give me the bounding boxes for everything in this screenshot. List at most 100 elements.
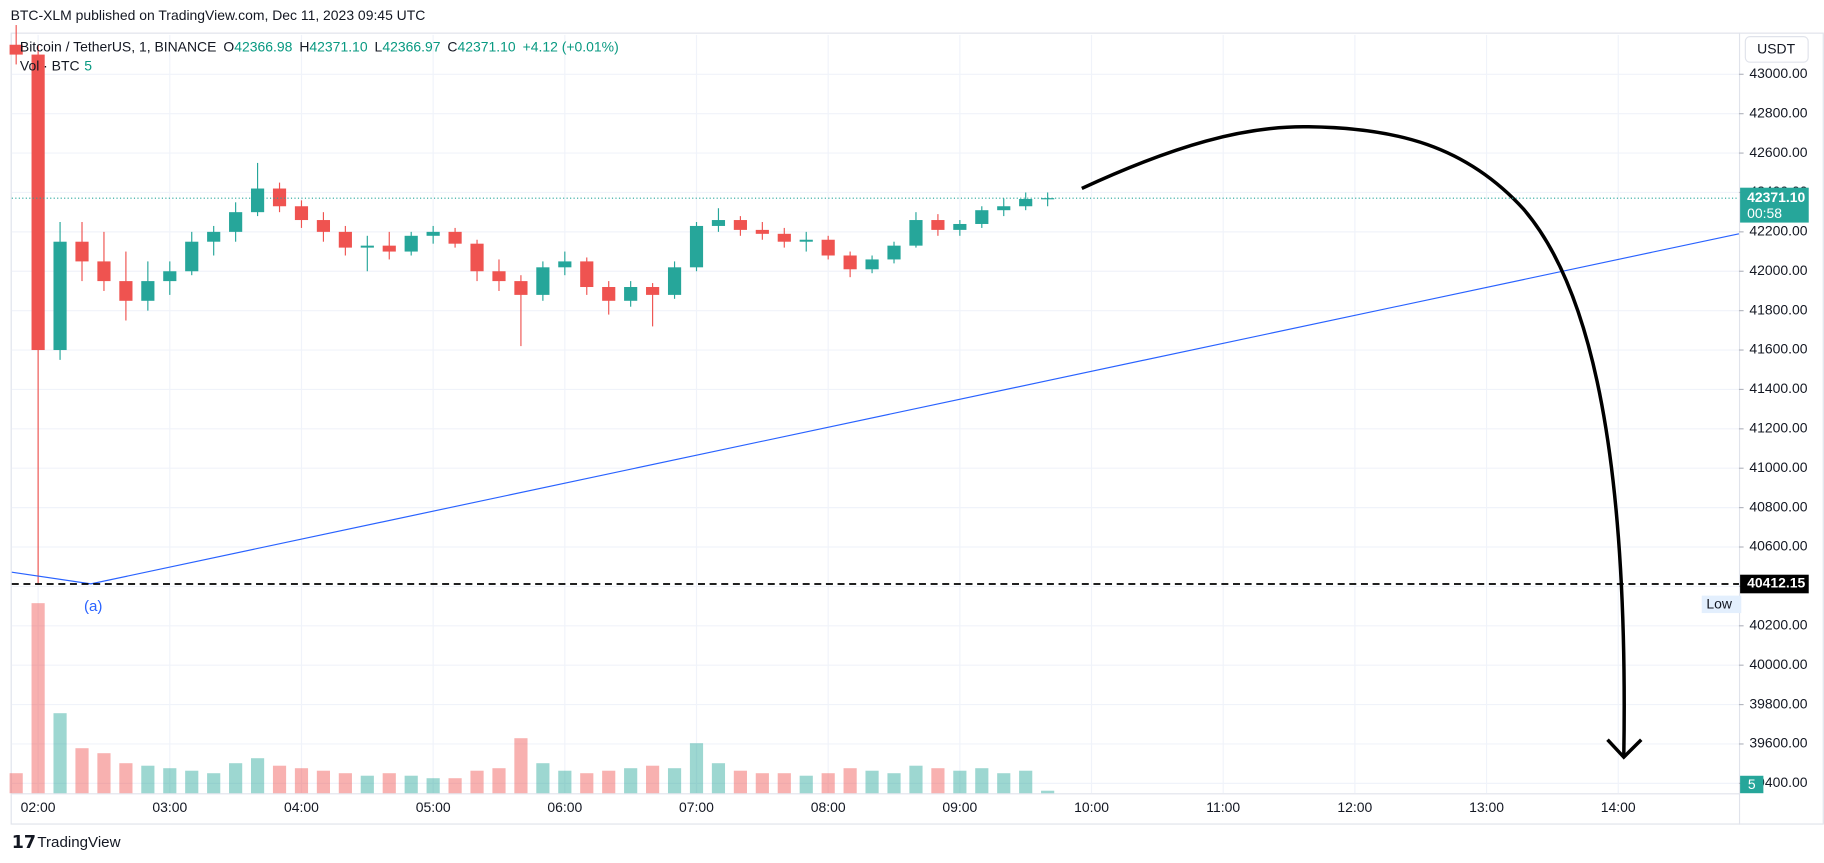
volume-bar	[426, 778, 440, 794]
volume-bar	[580, 773, 594, 794]
volume-bar	[975, 768, 989, 794]
candle-body	[689, 225, 704, 268]
candle-body	[185, 241, 199, 272]
x-tick-label: 11:00	[1206, 799, 1240, 815]
overlays: 42371.1000:58 40412.15 Low 5	[11, 187, 1809, 794]
chart-frame	[10, 32, 1824, 825]
x-tick-label: 05:00	[416, 799, 451, 815]
candle-body	[229, 212, 243, 232]
x-tick-label: 09:00	[942, 799, 977, 815]
candle-body	[382, 245, 396, 252]
y-tick-label: 39800.00	[1749, 695, 1807, 711]
candle-body	[1041, 198, 1055, 200]
c-label: C	[447, 38, 457, 54]
candle-body	[207, 231, 221, 242]
footer-logo: 𝟭𝟳	[12, 832, 36, 852]
currency-button[interactable]	[1744, 36, 1809, 63]
volume-bar	[711, 763, 726, 794]
low-tag: Low	[1706, 596, 1733, 612]
volume-bar	[953, 770, 967, 794]
l-label: L	[375, 38, 383, 54]
legend: Bitcoin / TetherUS, 1, BINANCE O42366.98 H…	[20, 38, 619, 54]
candle-body	[865, 259, 879, 270]
candle-body	[887, 245, 901, 260]
volume-bar	[492, 768, 506, 794]
volume-bar	[53, 713, 67, 794]
candle-body	[514, 281, 528, 295]
volume-bar	[536, 763, 550, 794]
candle-body	[755, 229, 769, 234]
y-tick-label: 42200.00	[1749, 223, 1807, 239]
volume-bar	[909, 765, 923, 794]
countdown-label: 00:58	[1747, 205, 1782, 221]
h-value: 42371.10	[309, 38, 367, 54]
candle-body	[558, 261, 572, 268]
candle-body	[602, 287, 616, 301]
candle-body	[250, 188, 265, 213]
wave-label: (a)	[84, 598, 102, 615]
candles	[9, 25, 1055, 585]
candle-body	[997, 206, 1011, 211]
change: +4.12 (+0.01%)	[523, 38, 619, 54]
x-tick-label: 08:00	[811, 799, 846, 815]
y-tick-label: 42600.00	[1749, 144, 1807, 160]
volume-bar	[207, 773, 221, 794]
volume-bar	[646, 765, 660, 794]
candle-body	[272, 188, 287, 207]
volume-bar	[865, 770, 879, 794]
candle-body	[953, 223, 967, 230]
x-tick-label: 13:00	[1469, 799, 1504, 815]
volume-bar	[602, 770, 616, 794]
candle-body	[404, 235, 418, 252]
x-tick-label: 03:00	[152, 799, 187, 815]
low-price-label: 40412.15	[1747, 575, 1805, 591]
volume-box	[1740, 775, 1764, 794]
volume-bar	[470, 770, 484, 794]
vol-label: Vol · BTC	[20, 57, 80, 73]
candle-body	[448, 231, 462, 244]
candle-body	[975, 210, 989, 224]
volume-bar	[777, 773, 791, 794]
grid: 39400.00 39600.00 39800.00 40000.00 40200.00…	[11, 34, 1808, 815]
y-tick-label: 42000.00	[1749, 262, 1807, 278]
candle-body	[338, 231, 352, 248]
candle-body	[711, 220, 726, 226]
volume-bar	[558, 770, 572, 794]
y-tick-label: 41400.00	[1749, 380, 1807, 396]
y-tick-label: 40200.00	[1749, 616, 1807, 632]
y-tick-label: 41000.00	[1749, 459, 1807, 475]
candle-body	[536, 267, 550, 295]
volume-bar	[689, 743, 704, 794]
volume-bar	[733, 770, 747, 794]
candle-body	[931, 220, 945, 230]
y-tick-label: 43000.00	[1749, 65, 1807, 81]
volume-bar	[821, 773, 835, 794]
volume-bar	[9, 773, 23, 794]
volume-bar	[141, 765, 155, 794]
candle-body	[843, 255, 857, 270]
o-label: O	[223, 38, 234, 54]
volume-bar	[887, 773, 901, 794]
volume-bar	[624, 768, 638, 794]
candle-body	[53, 241, 67, 351]
volume-bar	[97, 753, 111, 794]
volume-bar	[997, 773, 1011, 794]
candle-body	[733, 220, 747, 230]
volume-bar	[404, 775, 418, 794]
trend-line	[11, 233, 1740, 585]
h-label: H	[299, 38, 309, 54]
candle-body	[426, 231, 440, 236]
currency-label[interactable]: USDT	[1757, 41, 1795, 57]
candle-body	[624, 287, 638, 301]
volume-bar	[931, 768, 945, 794]
volume-bar	[185, 770, 199, 794]
volume-bar	[843, 768, 857, 794]
y-tick-label: 40800.00	[1749, 498, 1807, 514]
symbol: Bitcoin / TetherUS, 1, BINANCE	[20, 38, 216, 54]
volume-bar	[119, 763, 133, 794]
candle-body	[821, 239, 835, 256]
candle-body	[316, 220, 331, 232]
candle-body	[1019, 198, 1033, 207]
volume-bar	[382, 773, 396, 794]
